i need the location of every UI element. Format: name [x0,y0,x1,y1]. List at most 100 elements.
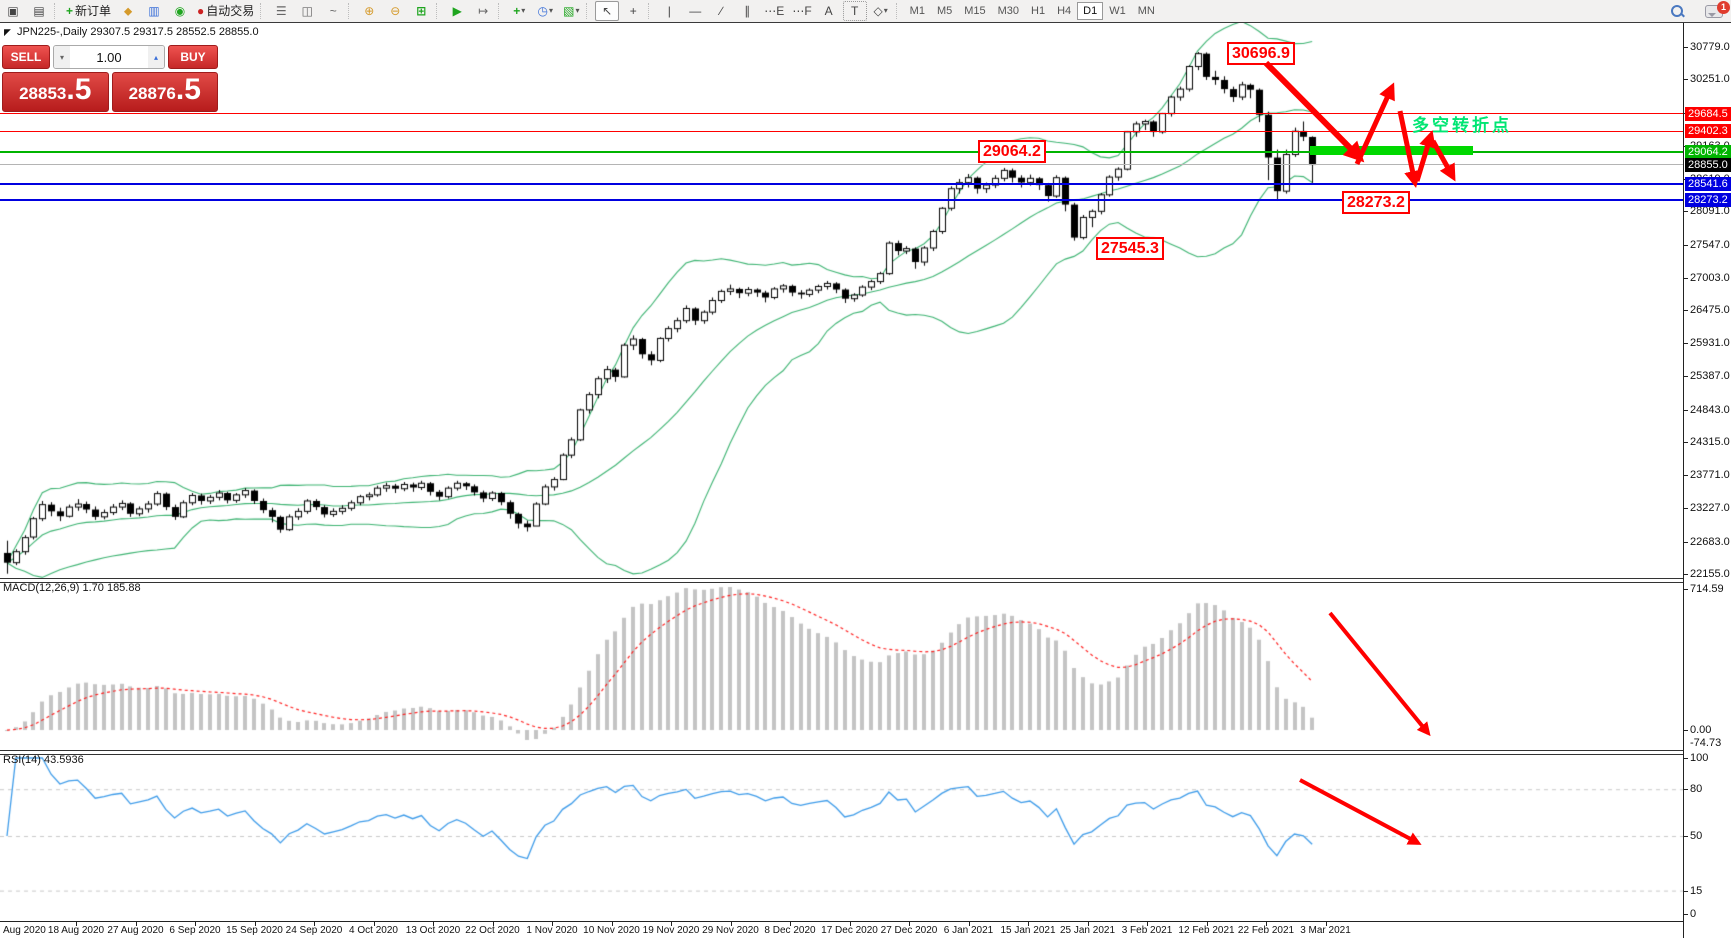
signals-icon[interactable]: ◉ [174,4,186,18]
date-label: 15 Jan 2021 [1000,925,1056,936]
current-price-line[interactable] [0,164,1683,166]
candlestick-chart-icon[interactable]: ◫ [301,4,313,18]
auto-scroll-icon[interactable]: ▶ [452,4,462,18]
date-label: 3 Mar 2021 [1300,925,1351,936]
timeframe-h1[interactable]: H1 [1031,5,1046,17]
macd-canvas[interactable] [0,581,1683,750]
autotrade-label: 自动交易 [206,4,255,18]
price-chart-canvas[interactable] [0,23,1683,579]
date-tick [493,922,494,926]
macd-min-label: -74.73 [1690,737,1722,749]
toolbar-separator [586,3,592,19]
search-icon[interactable] [1671,5,1683,17]
date-tick [1147,922,1148,926]
preview-icon[interactable]: ▤ [33,4,45,18]
horizontal-level-line-29064.2[interactable] [0,150,1683,153]
date-label: 10 Nov 2020 [583,925,640,936]
buy-button[interactable]: BUY [168,45,218,69]
volume-value[interactable]: 1.00 [96,49,122,65]
current-price-badge: 28855.0 [1685,158,1731,172]
date-tick [374,922,375,926]
fibonacci-tool-icon[interactable]: ⋯E [764,4,785,18]
support-zone-bar[interactable] [1310,146,1473,155]
autotrade-button[interactable]: ● 自动交易 [194,1,257,21]
chart-window-icon[interactable]: ▣ [7,4,19,18]
volume-down-button[interactable]: ▾ [54,46,70,68]
text-tool-icon[interactable]: A [824,4,833,18]
timeframe-m30[interactable]: M30 [997,5,1020,17]
sell-price[interactable]: 28853.5 [2,72,109,112]
autotrade-icon: ● [197,4,205,18]
bar-chart-icon[interactable]: ☰ [275,4,287,18]
rsi-tick-dash [1684,789,1688,790]
cursor-tool-icon[interactable]: ↖ [595,1,620,21]
rsi-canvas[interactable] [0,753,1683,921]
chart-title: ◤ JPN225-,Daily 29307.5 29317.5 28552.5 … [4,26,259,38]
periods-button[interactable]: ◷ ▾ [537,4,554,18]
line-chart-icon[interactable]: ~ [329,4,337,18]
chat-icon[interactable]: 1 [1705,0,1730,18]
price-axis[interactable]: 30779.030251.029707.029163.028619.028091… [1683,23,1731,938]
horizontal-level-line-28541.6[interactable] [0,182,1683,185]
toolbar-separator [498,3,504,19]
trendline-tool-icon[interactable]: ∕ [720,4,723,18]
metaeditor-icon[interactable]: ⬥ [123,4,133,18]
timeframe-h4[interactable]: H4 [1057,5,1072,17]
date-label: 17 Dec 2020 [821,925,878,936]
volume-up-button[interactable]: ▴ [148,46,164,68]
date-tick [136,922,137,926]
new-order-icon: + [66,4,74,18]
horizontal-line-tool-icon[interactable]: — [689,4,702,18]
date-label: 22 Feb 2021 [1237,925,1295,936]
sell-button[interactable]: SELL [2,45,50,69]
level-price-badge: 29402.3 [1685,124,1731,138]
shapes-tool-button[interactable]: ◇ ▾ [873,4,888,18]
horizontal-level-line-28273.2[interactable] [0,199,1683,202]
date-axis[interactable]: Aug 2020 18 Aug 2020 27 Aug 2020 6 Sep 2020… [0,921,1731,938]
horizontal-level-line-29684.5[interactable] [0,113,1683,115]
cursor-arrow-icon: ◤ [4,27,11,37]
price-tick: 27547.0 [1690,239,1730,251]
rsi-tick: 50 [1690,830,1703,842]
timeframe-d1[interactable]: D1 [1077,2,1104,20]
prev-low-price-label[interactable]: 27545.3 [1096,237,1164,260]
new-order-button[interactable]: + 新订单 [63,1,114,21]
text-label-tool-icon[interactable]: T [842,1,867,21]
fibonacci-fan-tool-icon[interactable]: ⋯F [792,4,812,18]
price-tick-dash [1684,542,1688,543]
rsi-tick-dash [1684,758,1688,759]
chart-shift-icon[interactable]: ↦ [478,4,489,18]
indicators-button[interactable]: + ▾ [513,4,526,18]
timeframe-w1[interactable]: W1 [1109,5,1126,17]
templates-button[interactable]: ▧ ▾ [563,4,580,18]
high-price-label[interactable]: 30696.9 [1227,42,1295,65]
date-label: 29 Nov 2020 [702,925,759,936]
price-tick: 22683.0 [1690,536,1730,548]
timeframe-mn[interactable]: MN [1137,5,1155,17]
channel-tool-icon[interactable]: ∥ [744,4,751,18]
date-label: 15 Sep 2020 [226,925,283,936]
pane-separator[interactable] [0,750,1731,755]
buy-price[interactable]: 28876.5 [111,72,218,112]
level-price-badge: 28273.2 [1685,193,1731,207]
date-tick [1028,922,1029,926]
macd-label: MACD(12,26,9) 1.70 185.88 [3,582,141,594]
chart-window: ◤ JPN225-,Daily 29307.5 29317.5 28552.5 … [0,22,1731,938]
low-price-label[interactable]: 28273.2 [1342,191,1410,214]
timeframe-m1[interactable]: M1 [909,5,925,17]
tile-windows-icon[interactable]: ⊞ [416,4,427,18]
price-tick: 28091.0 [1690,205,1730,217]
vertical-line-tool-icon[interactable]: | [667,4,671,18]
turning-point-text[interactable]: 多空转折点 [1412,116,1512,135]
rsi-tick-dash [1684,836,1688,837]
zoom-out-icon[interactable]: ⊖ [390,4,401,18]
mid-price-label[interactable]: 29064.2 [978,140,1046,163]
zoom-in-icon[interactable]: ⊕ [364,4,375,18]
crosshair-tool-icon[interactable]: + [629,4,637,18]
timeframe-m15[interactable]: M15 [964,5,986,17]
market-icon[interactable]: ▥ [148,4,160,18]
horizontal-level-line-29402.3[interactable] [0,130,1683,132]
timeframe-m5[interactable]: M5 [936,5,953,17]
pane-separator[interactable] [0,578,1731,583]
